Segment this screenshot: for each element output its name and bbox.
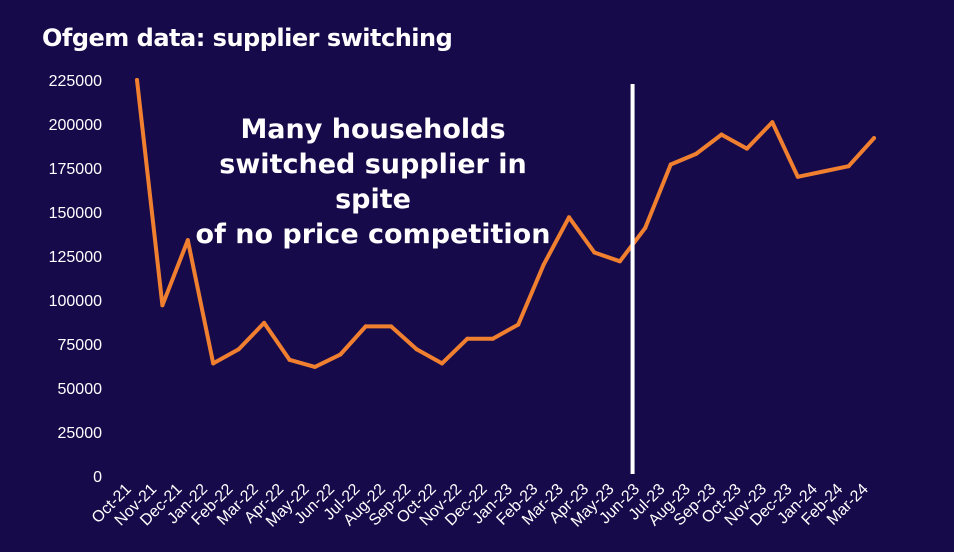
y-tick-label: 100000 xyxy=(49,293,102,310)
y-tick-label: 150000 xyxy=(49,205,102,222)
data-point xyxy=(338,352,343,357)
data-point xyxy=(719,132,724,137)
data-point xyxy=(846,164,851,169)
data-point xyxy=(770,120,775,125)
data-point xyxy=(135,78,139,82)
y-tick-label: 50000 xyxy=(58,381,103,398)
data-point xyxy=(185,238,190,243)
y-tick-label: 175000 xyxy=(49,161,102,178)
data-point xyxy=(414,347,419,352)
data-point xyxy=(312,364,317,369)
data-point xyxy=(236,347,241,352)
data-point xyxy=(567,215,572,220)
data-point xyxy=(160,303,165,308)
data-point xyxy=(211,361,216,366)
data-point xyxy=(287,357,292,362)
y-tick-label: 200000 xyxy=(49,117,102,134)
data-point xyxy=(465,336,470,341)
data-point xyxy=(617,259,622,264)
data-point xyxy=(872,136,876,141)
chart-title: Ofgem data: supplier switching xyxy=(42,24,453,52)
y-tick-label: 125000 xyxy=(49,249,102,266)
data-point xyxy=(541,262,546,267)
y-tick-label: 0 xyxy=(93,469,102,486)
data-point xyxy=(744,146,749,151)
data-point xyxy=(262,320,267,325)
data-point xyxy=(439,361,444,366)
x-axis: Oct-21Nov-21Dec-21Jan-22Feb-22Mar-22Apr-… xyxy=(89,481,872,531)
y-tick-label: 225000 xyxy=(49,73,102,90)
data-point xyxy=(795,174,800,179)
y-tick-label: 25000 xyxy=(58,425,103,442)
data-point xyxy=(821,169,826,174)
data-point xyxy=(490,336,495,341)
data-point xyxy=(363,324,368,329)
data-point xyxy=(694,151,699,156)
data-point xyxy=(516,322,521,327)
series-line xyxy=(135,78,876,369)
data-point xyxy=(668,162,673,167)
data-point xyxy=(592,250,597,255)
data-points xyxy=(135,78,876,369)
y-tick-label: 75000 xyxy=(58,337,103,354)
data-point xyxy=(643,225,648,230)
annotation-text: Many households switched supplier in spi… xyxy=(195,114,551,250)
y-axis: 0 25000 50000 75000 100000 125000 150000 175000… xyxy=(49,73,102,486)
data-point xyxy=(389,324,394,329)
